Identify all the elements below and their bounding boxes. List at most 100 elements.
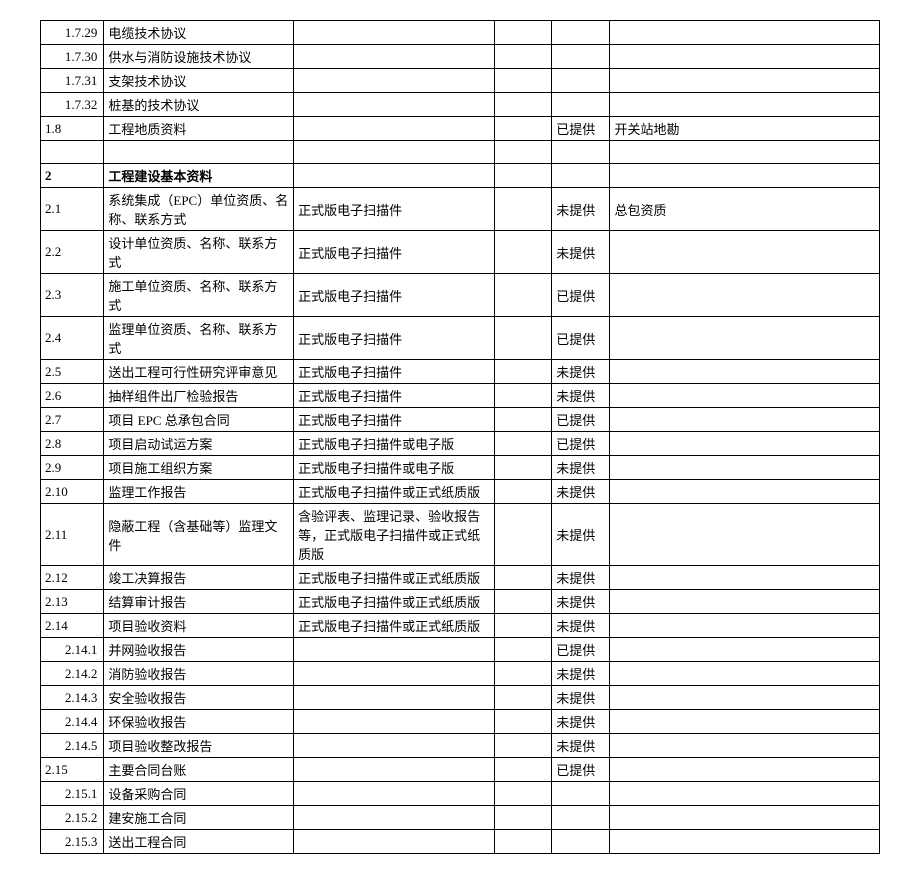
table-row: 2.3施工单位资质、名称、联系方式正式版电子扫描件已提供 xyxy=(41,274,880,317)
table-row: 2.6抽样组件出厂检验报告正式版电子扫描件未提供 xyxy=(41,384,880,408)
table-row: 2.11隐蔽工程（含基础等）监理文件含验评表、监理记录、验收报告等，正式版电子扫… xyxy=(41,504,880,566)
blank xyxy=(495,480,552,504)
status xyxy=(552,782,610,806)
item-name: 支架技术协议 xyxy=(104,69,294,93)
spec xyxy=(294,69,495,93)
item-name: 项目 EPC 总承包合同 xyxy=(104,408,294,432)
blank xyxy=(495,686,552,710)
spec xyxy=(294,21,495,45)
note xyxy=(610,590,880,614)
table-row: 2.14项目验收资料正式版电子扫描件或正式纸质版未提供 xyxy=(41,614,880,638)
item-name: 隐蔽工程（含基础等）监理文件 xyxy=(104,504,294,566)
item-name: 项目启动试运方案 xyxy=(104,432,294,456)
item-name: 设计单位资质、名称、联系方式 xyxy=(104,231,294,274)
row-number: 2.8 xyxy=(41,432,104,456)
status xyxy=(552,830,610,854)
spec: 正式版电子扫描件或正式纸质版 xyxy=(294,480,495,504)
status: 已提供 xyxy=(552,317,610,360)
spec xyxy=(294,782,495,806)
spec: 正式版电子扫描件 xyxy=(294,231,495,274)
status: 未提供 xyxy=(552,590,610,614)
status xyxy=(552,69,610,93)
spec xyxy=(294,662,495,686)
table-row: 1.7.29电缆技术协议 xyxy=(41,21,880,45)
row-number: 2.15.1 xyxy=(41,782,104,806)
blank xyxy=(495,384,552,408)
item-name: 项目验收资料 xyxy=(104,614,294,638)
table-row: 2.7项目 EPC 总承包合同正式版电子扫描件已提供 xyxy=(41,408,880,432)
spec xyxy=(294,710,495,734)
spec: 正式版电子扫描件或正式纸质版 xyxy=(294,590,495,614)
status xyxy=(552,806,610,830)
blank xyxy=(495,164,552,188)
blank xyxy=(495,231,552,274)
status: 未提供 xyxy=(552,686,610,710)
table-row: 2.15.2建安施工合同 xyxy=(41,806,880,830)
item-name: 设备采购合同 xyxy=(104,782,294,806)
blank xyxy=(495,710,552,734)
status: 未提供 xyxy=(552,456,610,480)
note xyxy=(610,432,880,456)
spec: 正式版电子扫描件或电子版 xyxy=(294,432,495,456)
row-number: 2.3 xyxy=(41,274,104,317)
table-row xyxy=(41,141,880,164)
blank xyxy=(495,782,552,806)
status: 未提供 xyxy=(552,231,610,274)
blank xyxy=(495,360,552,384)
blank xyxy=(495,21,552,45)
row-number: 2.14.4 xyxy=(41,710,104,734)
item-name: 项目验收整改报告 xyxy=(104,734,294,758)
note xyxy=(610,231,880,274)
note xyxy=(610,480,880,504)
note xyxy=(610,384,880,408)
blank xyxy=(495,566,552,590)
spec xyxy=(294,830,495,854)
item-name: 项目施工组织方案 xyxy=(104,456,294,480)
blank xyxy=(495,188,552,231)
row-number: 2.14 xyxy=(41,614,104,638)
note xyxy=(610,45,880,69)
table-row: 2.8项目启动试运方案正式版电子扫描件或电子版 已提供 xyxy=(41,432,880,456)
blank xyxy=(495,638,552,662)
table-row: 2工程建设基本资料 xyxy=(41,164,880,188)
row-number: 2.15.2 xyxy=(41,806,104,830)
status: 已提供 xyxy=(552,274,610,317)
note xyxy=(610,638,880,662)
status: 未提供 xyxy=(552,360,610,384)
spec xyxy=(294,686,495,710)
row-number xyxy=(41,141,104,164)
item-name: 桩基的技术协议 xyxy=(104,93,294,117)
status: 已提供 xyxy=(552,638,610,662)
item-name: 送出工程合同 xyxy=(104,830,294,854)
item-name: 监理单位资质、名称、联系方式 xyxy=(104,317,294,360)
note xyxy=(610,21,880,45)
item-name: 结算审计报告 xyxy=(104,590,294,614)
status: 未提供 xyxy=(552,734,610,758)
blank xyxy=(495,432,552,456)
document-table: 1.7.29电缆技术协议1.7.30供水与消防设施技术协议1.7.31支架技术协… xyxy=(40,20,880,854)
row-number: 2.1 xyxy=(41,188,104,231)
spec xyxy=(294,638,495,662)
status: 未提供 xyxy=(552,384,610,408)
spec: 正式版电子扫描件 xyxy=(294,408,495,432)
item-name: 主要合同台账 xyxy=(104,758,294,782)
blank xyxy=(495,141,552,164)
item-name: 消防验收报告 xyxy=(104,662,294,686)
status: 已提供 xyxy=(552,432,610,456)
spec: 正式版电子扫描件或正式纸质版 xyxy=(294,614,495,638)
row-number: 2.12 xyxy=(41,566,104,590)
note xyxy=(610,614,880,638)
table-row: 2.14.4环保验收报告未提供 xyxy=(41,710,880,734)
spec: 正式版电子扫描件 xyxy=(294,317,495,360)
note xyxy=(610,686,880,710)
row-number: 2.14.1 xyxy=(41,638,104,662)
table-row: 1.7.31支架技术协议 xyxy=(41,69,880,93)
note xyxy=(610,93,880,117)
row-number: 2.10 xyxy=(41,480,104,504)
row-number: 1.8 xyxy=(41,117,104,141)
note xyxy=(610,317,880,360)
blank xyxy=(495,614,552,638)
status: 未提供 xyxy=(552,662,610,686)
spec xyxy=(294,806,495,830)
table-row: 2.15.1设备采购合同 xyxy=(41,782,880,806)
